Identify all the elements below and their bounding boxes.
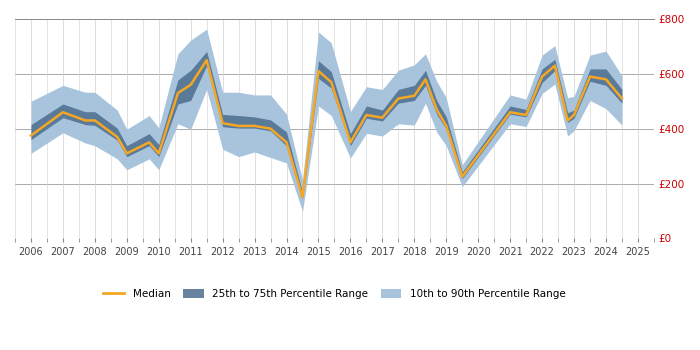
Legend: Median, 25th to 75th Percentile Range, 10th to 90th Percentile Range: Median, 25th to 75th Percentile Range, 1… (104, 289, 566, 299)
